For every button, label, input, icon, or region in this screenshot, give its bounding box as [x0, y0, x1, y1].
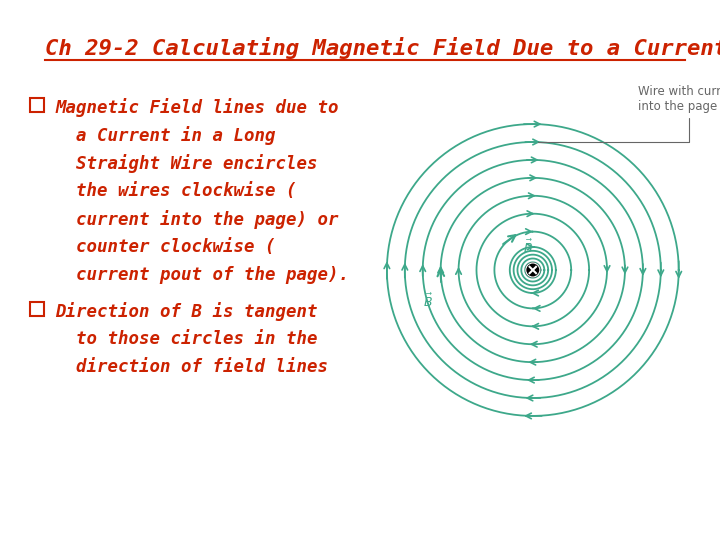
- Text: $\vec{B}$: $\vec{B}$: [523, 239, 534, 256]
- Text: direction of field lines: direction of field lines: [55, 358, 328, 376]
- Text: the wires clockwise (: the wires clockwise (: [55, 182, 297, 200]
- Text: $\vec{B}$: $\vec{B}$: [423, 293, 433, 310]
- Bar: [30, 98, 44, 112]
- Text: counter clockwise (: counter clockwise (: [55, 238, 276, 256]
- Text: Wire with current
into the page: Wire with current into the page: [538, 85, 720, 142]
- Circle shape: [526, 263, 540, 277]
- Text: Magnetic Field lines due to: Magnetic Field lines due to: [55, 98, 338, 117]
- Bar: [30, 302, 44, 316]
- Text: Straight Wire encircles: Straight Wire encircles: [55, 154, 318, 173]
- Text: current pout of the page).: current pout of the page).: [55, 266, 349, 284]
- Text: Ch 29-2 Calculating Magnetic Field Due to a Current: Ch 29-2 Calculating Magnetic Field Due t…: [45, 37, 720, 59]
- Text: a Current in a Long: a Current in a Long: [55, 126, 276, 145]
- Text: Direction of B is tangent: Direction of B is tangent: [55, 302, 318, 321]
- Text: current into the page) or: current into the page) or: [55, 210, 338, 229]
- Text: to those circles in the: to those circles in the: [55, 330, 318, 348]
